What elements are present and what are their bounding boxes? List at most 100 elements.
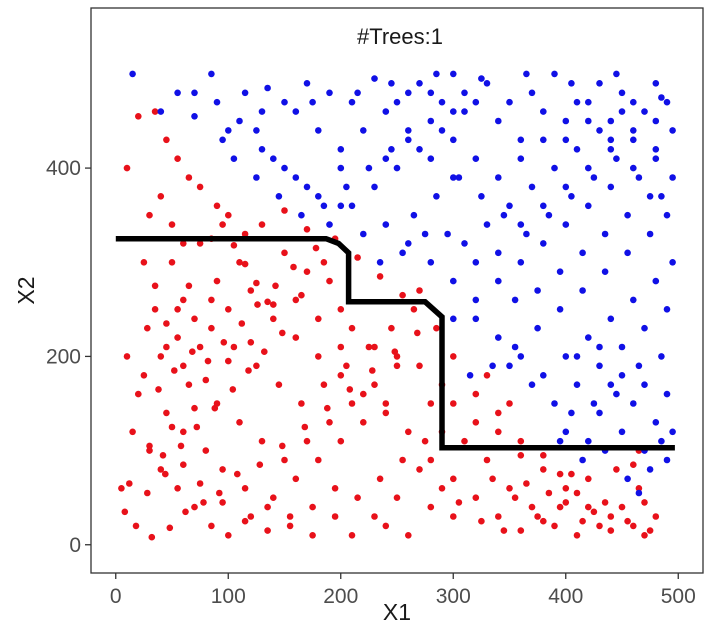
red-point — [630, 522, 637, 530]
red-point — [163, 343, 170, 351]
red-point — [144, 324, 151, 332]
blue-point — [241, 89, 249, 97]
blue-point — [517, 136, 525, 144]
blue-point — [303, 80, 311, 87]
blue-point — [658, 437, 665, 445]
red-point — [148, 533, 156, 541]
red-point — [562, 499, 570, 506]
red-point — [433, 324, 440, 332]
blue-point — [483, 80, 491, 87]
red-point — [180, 428, 187, 436]
blue-point — [129, 70, 136, 78]
red-point — [427, 400, 435, 407]
blue-point — [478, 193, 485, 200]
blue-point — [253, 174, 260, 181]
red-point — [405, 428, 412, 436]
blue-point — [258, 146, 266, 153]
red-point — [144, 489, 151, 497]
blue-point — [495, 277, 502, 285]
red-point — [337, 372, 345, 379]
red-point — [159, 452, 167, 459]
blue-point — [658, 193, 665, 200]
blue-point — [630, 400, 637, 407]
blue-point — [607, 183, 615, 191]
blue-point — [354, 89, 361, 97]
red-point — [489, 475, 496, 483]
blue-point — [320, 202, 328, 210]
red-point — [540, 452, 547, 459]
red-point — [208, 522, 215, 530]
red-point — [438, 485, 446, 492]
blue-point — [528, 183, 536, 191]
red-point — [399, 291, 406, 299]
blue-point — [663, 98, 671, 106]
red-point — [245, 367, 252, 374]
blue-point — [219, 136, 226, 144]
red-point — [348, 400, 356, 407]
blue-point — [438, 127, 446, 134]
blue-point — [427, 259, 435, 266]
blue-point — [579, 249, 586, 257]
red-point — [146, 442, 153, 450]
red-point — [196, 183, 204, 191]
blue-point — [523, 70, 530, 78]
red-point — [326, 419, 333, 426]
blue-point — [303, 183, 311, 191]
chart-title: #Trees:1 — [357, 24, 443, 49]
blue-point — [585, 98, 592, 106]
red-point — [236, 419, 243, 426]
red-point — [286, 513, 294, 520]
red-point — [579, 517, 586, 525]
red-point — [264, 298, 271, 306]
red-point — [331, 485, 339, 492]
blue-point — [472, 155, 480, 162]
red-point — [196, 480, 204, 487]
red-point — [607, 527, 615, 534]
blue-point — [416, 146, 423, 153]
red-point — [613, 466, 620, 473]
red-point — [376, 475, 384, 483]
red-point — [241, 517, 249, 525]
blue-point — [506, 362, 513, 370]
red-point — [517, 452, 525, 459]
red-point — [365, 343, 373, 351]
blue-point — [348, 98, 356, 106]
red-point — [146, 447, 153, 454]
red-point — [171, 367, 178, 374]
blue-point — [382, 221, 390, 228]
blue-point — [579, 287, 586, 294]
blue-point — [556, 306, 564, 313]
blue-point — [646, 230, 654, 238]
red-point — [343, 362, 350, 370]
blue-point — [601, 268, 609, 276]
blue-point — [663, 306, 671, 313]
blue-point — [635, 489, 643, 497]
decision-boundary-line — [115, 235, 675, 451]
blue-point — [450, 174, 457, 181]
blue-point — [635, 174, 643, 181]
red-point — [163, 320, 170, 327]
red-point — [157, 353, 165, 360]
red-point — [461, 437, 468, 445]
red-point — [472, 419, 480, 426]
red-point — [129, 428, 136, 436]
blue-point — [540, 202, 547, 210]
red-point — [234, 470, 241, 478]
red-point — [204, 357, 212, 365]
x-tick-label: 400 — [548, 585, 583, 608]
red-point — [247, 339, 255, 346]
red-point — [545, 489, 553, 497]
red-point — [371, 381, 378, 389]
blue-point — [652, 155, 660, 162]
blue-point — [292, 108, 300, 115]
blue-point — [365, 164, 373, 172]
blue-point — [607, 117, 615, 125]
blue-point — [669, 127, 676, 134]
blue-point — [528, 89, 536, 97]
blue-point — [590, 400, 598, 407]
blue-point — [466, 372, 474, 379]
blue-point — [405, 127, 412, 134]
red-point — [157, 193, 165, 200]
red-point — [354, 494, 361, 502]
blue-point — [450, 108, 457, 115]
